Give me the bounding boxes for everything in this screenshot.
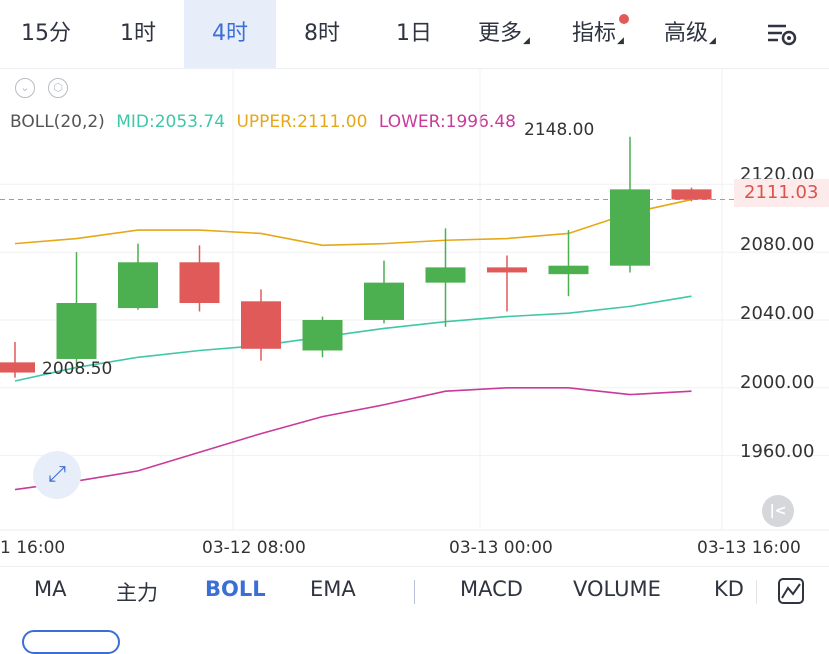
legend-upper: UPPER:2111.00 [236,112,368,132]
indicator-macd[interactable]: MACD [460,577,523,601]
indicator-main-force[interactable]: 主力 [116,581,158,605]
indicator-bar [0,566,829,619]
y-tick-label: 2040.00 [740,303,815,324]
high-annotation: 2148.00 [524,120,595,140]
tab-indicators-label: 指标 [572,21,617,46]
notification-dot-icon [619,14,629,24]
candle-body [671,189,712,200]
tab-8h[interactable]: 8时 [304,21,340,46]
tabs-divider [0,68,829,69]
current-price-tag: 2111.03 [734,179,829,207]
candle-body [179,262,220,303]
y-tick-label: 2000.00 [740,372,815,393]
candle-body [364,282,404,320]
candlestick-chart[interactable] [0,0,829,566]
boll-mid-line [14,295,692,382]
x-tick-label: 03-13 00:00 [449,538,553,558]
candle-body [0,362,35,373]
candle-body [118,262,158,309]
draw-tools-icon[interactable] [776,576,806,606]
indicator-ema[interactable]: EMA [310,577,356,601]
boll-upper-line [14,198,692,247]
tab-indicators[interactable]: 指标◢ [562,0,634,68]
legend-name: BOLL(20,2) [10,112,105,132]
indicator-volume[interactable]: VOLUME [573,577,661,601]
x-tick-label: 03-13 16:00 [697,538,801,558]
y-tick-label: 2080.00 [740,234,815,255]
collapse-chevron-icon[interactable]: ⌄ [15,78,35,98]
legend-mid: MID:2053.74 [116,112,226,132]
indicator-kd[interactable]: KD [714,577,744,601]
scroll-to-latest-icon[interactable]: |< [762,495,794,527]
candle-body [487,267,527,273]
indicator-boll[interactable]: BOLL [205,577,266,601]
tab-advanced[interactable]: 高级◢ [654,0,726,68]
candle-body [548,265,589,275]
tab-1d[interactable]: 1日 [396,21,432,46]
tab-15m[interactable]: 15分 [21,21,71,46]
tab-advanced-label: 高级 [664,21,709,46]
dropdown-triangle-icon: ◢ [617,36,624,46]
scroll-pill [22,630,120,654]
timeframe-tabs: 15分 1时 4时 8时 1日 更多◢ 指标◢ 高级◢ [0,0,829,68]
boll-lower-line [14,386,692,491]
candle-body [56,302,97,359]
low-annotation: 2008.50 [42,359,113,379]
dropdown-triangle-icon: ◢ [523,36,530,46]
legend-lower: LOWER:1996.48 [378,112,516,132]
tab-more[interactable]: 更多◢ [468,0,540,68]
boll-legend: BOLL(20,2) MID:2053.74 UPPER:2111.00 LOW… [10,112,522,132]
indicator-ma[interactable]: MA [34,577,67,601]
candle-body [241,301,281,349]
y-tick-label: 1960.00 [740,441,815,462]
candle-body [425,267,466,283]
x-tick-label: 1 16:00 [0,538,66,558]
indicator-divider [414,580,415,604]
x-tick-label: 03-12 08:00 [202,538,306,558]
candle-body [610,189,650,266]
tab-more-label: 更多 [478,21,523,46]
chart-settings-icon[interactable] [766,20,798,48]
tab-1h[interactable]: 1时 [120,21,156,46]
settings-hexagon-icon[interactable]: ⬡ [48,78,68,98]
expand-icon[interactable]: ⤢ [33,451,81,499]
candle-body [302,319,343,351]
dropdown-triangle-icon: ◢ [709,36,716,46]
tab-4h[interactable]: 4时 [184,0,276,68]
indicator-divider [756,580,757,604]
